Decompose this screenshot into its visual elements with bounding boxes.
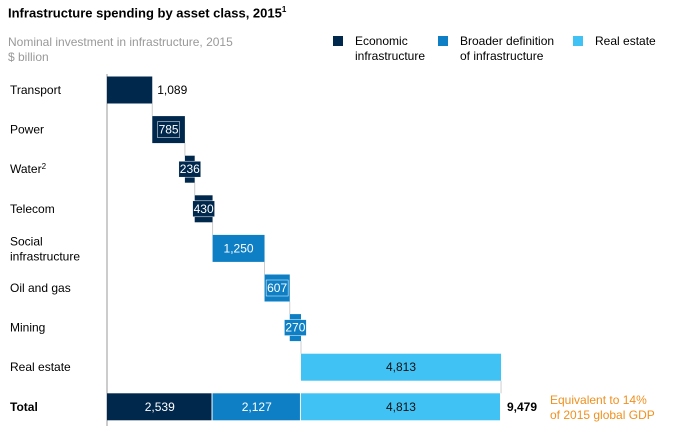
bar-value-label: 1,250 (224, 241, 254, 255)
category-label: Telecom (10, 202, 55, 216)
bar-value-label: 607 (267, 281, 287, 295)
bar-label-box (265, 279, 289, 297)
subtitle-text: Nominal investment in infrastructure, 20… (8, 35, 233, 49)
bar-label-box (157, 121, 180, 138)
category-label: Oil and gas (10, 281, 71, 295)
total-value-label: 9,479 (507, 400, 537, 414)
legend-item: Economic infrastructure (333, 34, 425, 64)
total-segment (300, 393, 500, 421)
legend-label: Broader definition of infrastructure (460, 34, 555, 63)
gdp-annotation: Equivalent to 14% of 2015 global GDP (550, 393, 655, 423)
bar (212, 234, 265, 262)
chart-subtitle: Nominal investment in infrastructure, 20… (8, 35, 233, 65)
legend-swatch (438, 36, 448, 46)
bar-label-box (284, 319, 307, 336)
category-label: Water2 (10, 162, 47, 176)
legend-label: Economic infrastructure (355, 34, 426, 63)
chart-title: Infrastructure spending by asset class, … (8, 5, 286, 20)
category-label: Social infrastructure (10, 234, 80, 263)
bar-value-label: 785 (159, 123, 179, 137)
total-segment (212, 393, 300, 421)
category-label: Mining (10, 321, 45, 335)
title-footnote: 1 (281, 5, 287, 14)
total-segment (107, 393, 212, 421)
total-segment-label: 2,539 (145, 400, 175, 414)
legend-label: Real estate (595, 34, 656, 48)
legend-item: Broader definition of infrastructure (438, 34, 554, 64)
legend-swatch (573, 36, 583, 46)
category-label: Power (10, 123, 44, 137)
chart-title-text: Infrastructure spending by asset class, … (8, 5, 282, 21)
bar-value-label: 236 (180, 162, 200, 176)
bar-value-label: 430 (194, 202, 214, 216)
total-segment-label: 4,813 (386, 400, 416, 414)
bar (107, 76, 153, 104)
bar-value-label: 4,813 (386, 360, 416, 374)
total-label: Total (10, 400, 38, 414)
bar (300, 353, 502, 381)
category-label: Transport (10, 83, 62, 97)
bar-value-label: 1,089 (157, 83, 187, 97)
bar-value-label: 270 (285, 321, 305, 335)
unit-text: $ billion (8, 50, 49, 64)
total-segment-label: 2,127 (242, 400, 272, 414)
legend-swatch (333, 36, 343, 46)
category-label: Real estate (10, 360, 71, 374)
bar-label-box (192, 200, 215, 218)
bar-label-box (178, 160, 202, 178)
annotation-line-2: of 2015 global GDP (550, 408, 655, 422)
annotation-line-1: Equivalent to 14% (550, 393, 647, 407)
legend-item: Real estate (573, 34, 656, 49)
